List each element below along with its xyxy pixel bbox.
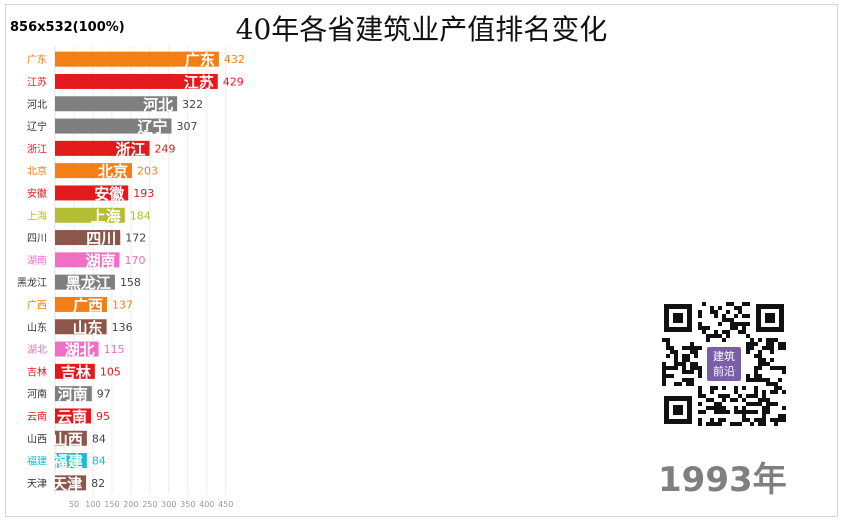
value-label: 97: [97, 388, 111, 401]
qr-center-text-1: 建筑: [713, 349, 735, 363]
bar: [55, 296, 107, 312]
bar-name-label: 江苏: [184, 73, 214, 91]
bar-name-label: 河南: [58, 386, 88, 404]
category-label: 河南: [27, 388, 47, 401]
category-label: 浙江: [27, 143, 47, 155]
x-tick-label: 400: [199, 500, 214, 509]
bar: [55, 453, 87, 469]
x-tick-label: 250: [142, 500, 157, 509]
category-label: 上海: [27, 209, 47, 222]
x-tick-label: 350: [180, 500, 195, 509]
value-label: 193: [133, 187, 154, 200]
bar: [55, 230, 121, 246]
bar-name-label: 四川: [86, 230, 116, 248]
x-tick-label: 300: [161, 500, 176, 509]
bar: [55, 207, 125, 223]
value-label: 429: [223, 75, 244, 88]
category-label: 山东: [27, 321, 47, 334]
category-label: 广东: [27, 53, 47, 66]
bar-name-label: 天津: [52, 475, 82, 493]
value-label: 137: [112, 298, 133, 311]
bar-name-label: 云南: [57, 408, 87, 426]
qr-code: 建筑 前沿: [662, 302, 786, 426]
year-label: 1993年: [658, 460, 787, 500]
qr-center-text-2: 前沿: [713, 364, 735, 378]
bar-name-label: 广西: [73, 296, 103, 314]
bar-name-label: 山东: [73, 319, 103, 337]
category-label: 广西: [27, 299, 47, 311]
bar: [55, 274, 115, 290]
bar: [55, 341, 99, 357]
bar-name-label: 河北: [143, 96, 173, 114]
bar-name-label: 福建: [52, 453, 84, 471]
bar-name-label: 黑龙江: [66, 274, 111, 292]
category-label: 北京: [27, 165, 47, 178]
bar: [55, 319, 107, 335]
bar: [55, 430, 87, 446]
bar: [55, 185, 129, 201]
bar: [55, 140, 150, 156]
value-label: 95: [96, 410, 110, 423]
x-tick-label: 100: [85, 500, 100, 509]
category-label: 湖南: [27, 254, 47, 267]
x-tick-label: 450: [218, 500, 233, 509]
category-label: 吉林: [27, 365, 47, 378]
category-label: 四川: [27, 234, 47, 245]
bar: [55, 118, 172, 134]
bar: [55, 252, 120, 268]
category-label: 安徽: [27, 187, 47, 200]
value-label: 307: [176, 120, 197, 133]
bar-name-label: 广东: [185, 51, 215, 69]
bar: [55, 163, 133, 179]
value-label: 136: [112, 321, 133, 334]
category-label: 黑龙江: [17, 276, 47, 289]
bar: [55, 73, 218, 89]
chart-frame: [5, 4, 838, 517]
value-label: 432: [224, 53, 245, 66]
value-label: 82: [91, 477, 105, 490]
category-label: 辽宁: [27, 120, 47, 133]
bar: [55, 96, 178, 112]
category-label: 云南: [27, 410, 47, 423]
category-label: 湖北: [27, 344, 47, 356]
value-label: 115: [104, 343, 125, 356]
bar: [55, 386, 92, 402]
bar: [55, 408, 92, 424]
value-label: 322: [182, 98, 203, 111]
value-label: 158: [120, 276, 141, 289]
bar-name-label: 安徽: [94, 185, 125, 203]
category-label: 山西: [27, 433, 47, 445]
value-label: 203: [137, 165, 158, 178]
chart-title: 40年各省建筑业产值排名变化: [235, 13, 608, 46]
bar-name-label: 湖南: [85, 252, 115, 270]
value-label: 184: [130, 209, 151, 222]
x-tick-label: 150: [104, 500, 119, 509]
bar: [55, 51, 219, 67]
value-label: 105: [100, 365, 121, 378]
value-label: 170: [124, 254, 145, 267]
bar: [55, 363, 95, 379]
category-label: 河北: [27, 99, 47, 111]
value-label: 172: [125, 232, 146, 245]
bar-name-label: 山西: [53, 430, 83, 448]
value-label: 84: [92, 432, 106, 445]
x-tick-label: 50: [69, 500, 79, 509]
bar: [55, 475, 87, 491]
value-label: 84: [92, 455, 106, 468]
category-label: 天津: [27, 478, 47, 490]
bar-name-label: 辽宁: [137, 118, 167, 136]
bar-name-label: 吉林: [61, 363, 92, 381]
x-tick-label: 200: [123, 500, 138, 509]
bar-name-label: 上海: [91, 207, 121, 225]
bar-name-label: 湖北: [65, 341, 95, 359]
bar-name-label: 浙江: [115, 140, 145, 158]
value-label: 249: [154, 142, 175, 155]
category-label: 江苏: [27, 75, 47, 88]
bar-name-label: 北京: [98, 163, 128, 181]
size-label: 856x532(100%): [10, 20, 125, 35]
category-label: 福建: [27, 455, 47, 468]
